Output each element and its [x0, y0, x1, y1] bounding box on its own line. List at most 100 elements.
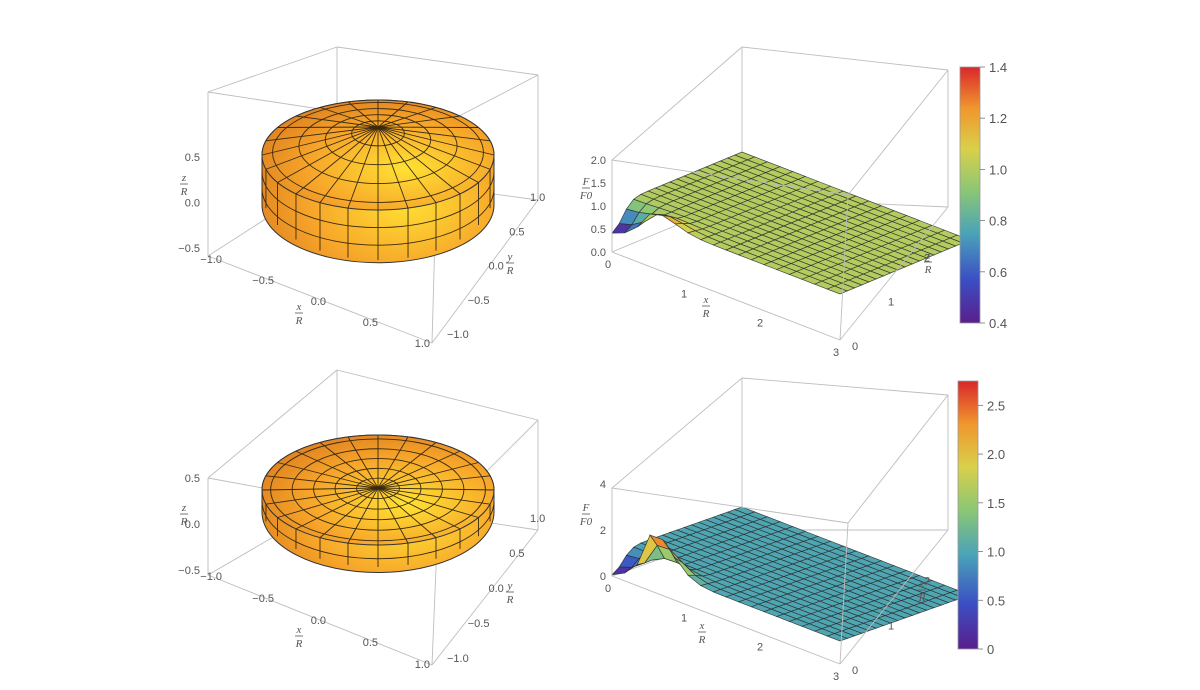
longitude-line: [265, 475, 379, 489]
colorbar-tick-label: 0: [987, 642, 994, 657]
longitude-line: [265, 126, 379, 142]
x-tick-label: 0.5: [363, 637, 378, 649]
longitude-line: [347, 436, 379, 489]
f-tick-label: 0: [600, 571, 606, 583]
y-tick-label: 0.5: [509, 226, 524, 238]
f-tick-label: 4: [600, 479, 606, 491]
y-axis-label-den: R: [506, 265, 514, 277]
longitude-line: [295, 450, 379, 489]
colorbar: [957, 380, 979, 650]
longitude-line: [319, 126, 379, 203]
z-tick-label: 2: [924, 252, 930, 264]
bounding-box-edge: [207, 46, 338, 93]
bounding-box-edge: [839, 194, 849, 341]
colorbar-tick-label: 0.5: [987, 593, 1005, 608]
longitude-line: [347, 101, 379, 128]
x-tick-label: 2: [757, 318, 763, 330]
y-tick-label: 1.0: [530, 513, 545, 525]
longitude-line: [277, 126, 379, 128]
bounding-box-edge: [847, 394, 949, 524]
longitude-line: [277, 487, 379, 518]
x-tick-label: 1: [681, 288, 687, 300]
latitude-line: [261, 188, 495, 246]
x-axis-label-num: x: [296, 301, 302, 313]
longitude-line: [377, 487, 461, 530]
colorbar-tick-label: 0.4: [989, 316, 1007, 331]
z-axis-label-den: R: [180, 186, 188, 198]
colorbar-tick-label: 2.5: [987, 398, 1005, 413]
longitude-line: [377, 126, 461, 195]
bounding-box-edge: [336, 369, 539, 421]
x-tick-label: −1.0: [200, 571, 222, 583]
y-tick-label: 1.0: [530, 192, 545, 204]
z-tick-label: 0: [852, 665, 858, 677]
bounding-box-edge: [847, 69, 949, 196]
z-axis-label-den: R: [180, 516, 188, 528]
longitude-line: [261, 126, 379, 156]
z-axis-label-num: z: [181, 502, 187, 514]
longitude-line: [377, 475, 491, 489]
longitude-line: [261, 487, 379, 491]
colorbar-tick-label: 1.0: [989, 162, 1007, 177]
x-tick-label: −0.5: [252, 593, 274, 605]
bounding-box-edge: [207, 255, 433, 344]
x-axis-label-num: x: [703, 294, 709, 306]
f-tick-label: 0.5: [591, 224, 606, 236]
y-tick-label: 0.5: [509, 548, 524, 560]
bounding-box-edge: [839, 522, 849, 665]
latitude-line: [261, 171, 495, 228]
f-axis-label-num: F: [582, 176, 590, 188]
longitude-line: [319, 106, 379, 128]
longitude-line: [377, 106, 437, 128]
x-axis-label-num: x: [699, 620, 705, 632]
f-tick-label: 2.0: [591, 155, 606, 167]
colorbar: [959, 66, 981, 324]
x-tick-label: −1.0: [200, 254, 222, 266]
f-axis-label-den: F0: [579, 516, 593, 528]
longitude-line: [295, 115, 379, 128]
y-tick-label: −1.0: [447, 329, 469, 341]
f-axis-label-den: F0: [579, 190, 593, 202]
z-tick-label: 1: [888, 297, 894, 309]
z-axis-label-den: R: [918, 592, 926, 604]
longitude-line: [347, 487, 379, 544]
longitude-line: [377, 101, 409, 128]
bounding-box-edge: [431, 529, 539, 666]
x-axis-label-num: x: [296, 624, 302, 636]
z-tick-label: 0.0: [185, 198, 200, 210]
bounding-box-edge: [336, 46, 539, 76]
longitude-line: [377, 442, 437, 489]
bounding-box-edge: [611, 575, 841, 665]
colorbar-tick-label: 1.2: [989, 111, 1007, 126]
x-tick-label: 1.0: [415, 659, 430, 671]
y-axis-label-den: R: [506, 594, 514, 606]
colorbar-tick-label: 0.8: [989, 214, 1007, 229]
longitude-line: [377, 462, 479, 489]
x-tick-label: 0.0: [311, 296, 326, 308]
f-tick-label: 0.0: [591, 247, 606, 259]
longitude-line: [319, 442, 379, 489]
y-axis-label-num: y: [507, 251, 513, 263]
colorbar-tick-label: 1.4: [989, 60, 1007, 75]
bounding-box-edge: [611, 159, 849, 196]
longitude-line: [377, 436, 409, 489]
longitude-line: [377, 487, 491, 505]
longitude-line: [277, 462, 379, 489]
z-tick-label: 0.5: [185, 473, 200, 485]
x-tick-label: 0.0: [311, 615, 326, 627]
z-axis-label-den: R: [924, 264, 932, 276]
z-tick-label: −0.5: [178, 243, 200, 255]
x-tick-label: 0: [605, 259, 611, 271]
y-axis-label-num: y: [507, 580, 513, 592]
longitude-line: [377, 487, 495, 491]
longitude-line: [265, 126, 379, 170]
x-tick-label: 0: [605, 583, 611, 595]
x-axis-label-den: R: [702, 308, 710, 320]
x-tick-label: −0.5: [252, 275, 274, 287]
x-tick-label: 2: [757, 642, 763, 654]
longitude-line: [377, 487, 409, 544]
colorbar-tick-label: 0.6: [989, 265, 1007, 280]
longitude-line: [377, 126, 409, 209]
x-tick-label: 3: [833, 671, 839, 683]
f-tick-label: 1.0: [591, 201, 606, 213]
